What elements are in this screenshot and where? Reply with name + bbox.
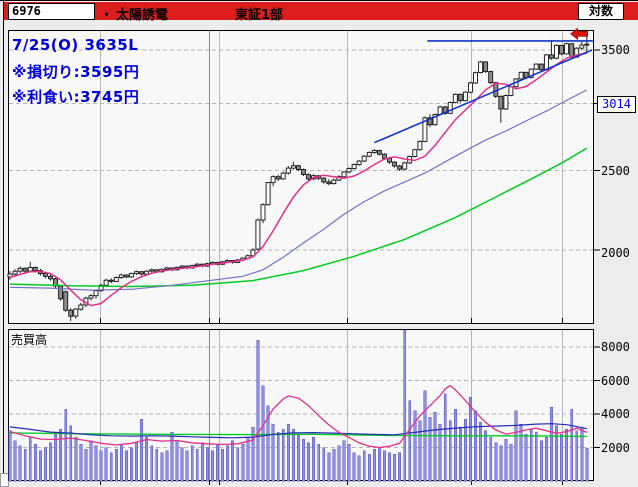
- title-bar: ・ 太陽誘電 東証1部: [4, 2, 638, 23]
- trade-entry-annotation: 7/25(O) 3635L: [12, 36, 139, 54]
- volume-axis-label-4000: 4000: [601, 407, 630, 421]
- stock-code: 6976: [12, 4, 41, 18]
- support-trendline: [373, 49, 593, 144]
- volume-ma-lines: [9, 384, 588, 449]
- stoploss-annotation: ※損切り:3595円: [12, 63, 140, 81]
- volume-axis-label-6000: 6000: [601, 374, 630, 388]
- price-ma-lines: [9, 52, 588, 307]
- window-left-border: [3, 1, 4, 487]
- stock-code-box[interactable]: 6976: [8, 3, 95, 20]
- latest-bar-arrow-marker: [570, 27, 588, 40]
- price-axis-label-2000: 2000: [601, 246, 630, 260]
- takeprofit-annotation: ※利食い:3745円: [12, 88, 140, 106]
- stock-name: 太陽誘電: [116, 8, 169, 23]
- volume-axis-label-2000: 2000: [601, 441, 630, 455]
- volume-axis-label-8000: 8000: [601, 340, 630, 354]
- market-section-label: 東証1部: [235, 8, 284, 23]
- current-price-box: 3014: [597, 96, 636, 113]
- volume-pane-title: 売買高: [11, 333, 48, 347]
- price-axis-label-2500: 2500: [601, 164, 630, 178]
- log-scale-toggle[interactable]: 対数: [578, 3, 624, 20]
- price-axis-label-3500: 3500: [601, 43, 630, 57]
- price-chart-pane[interactable]: [8, 30, 594, 324]
- stock-bullet: ・: [100, 8, 114, 23]
- volume-bars: [8, 330, 589, 482]
- axis-ticks: [100, 49, 600, 485]
- trendlines: [373, 40, 593, 144]
- window-top-border: [0, 0, 638, 1]
